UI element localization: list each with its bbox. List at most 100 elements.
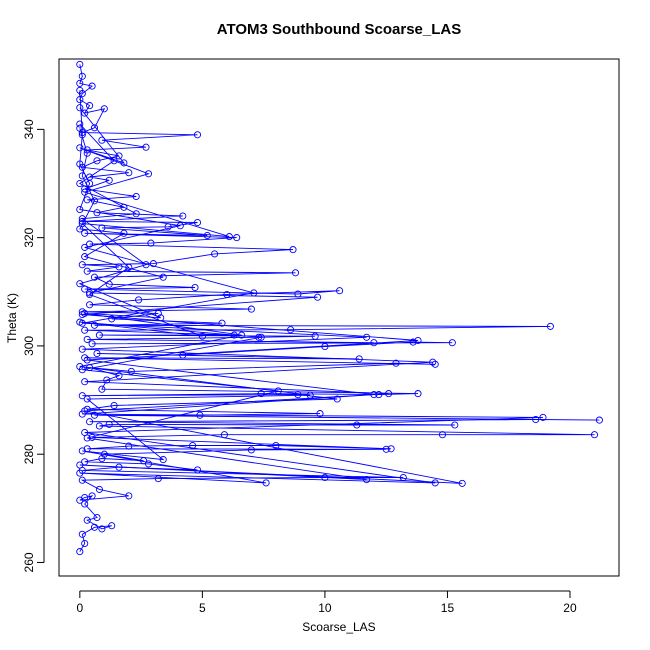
data-point [105,176,113,184]
y-tick-label: 260 [22,552,36,572]
data-point [387,445,395,453]
data-point [81,354,89,362]
data-point [78,220,86,228]
x-axis-ticks: 0 5 10 15 20 [76,591,577,615]
data-point [108,522,116,530]
data-point [90,197,99,205]
data-point [191,283,199,292]
data-point [95,485,103,493]
data-point [83,335,91,343]
data-point [414,336,422,345]
plot-frame [58,58,620,577]
data-point [86,290,94,299]
data-point [90,321,99,329]
data-point [211,250,219,258]
data-point [431,479,439,487]
data-point [98,136,106,144]
data-point [81,428,89,437]
data-point [546,322,554,330]
data-point [189,441,197,450]
data-point [78,319,86,327]
data-point [88,82,96,90]
data-point [149,260,157,268]
data-point [363,476,371,484]
data-point [76,496,84,504]
data-point [125,263,133,271]
data-point [81,378,89,386]
data-point [289,246,297,254]
data-point [385,390,393,398]
data-point [90,273,99,281]
data-point [451,421,459,429]
y-axis-ticks: 260 280 300 320 340 [22,119,44,572]
data-point [238,331,246,339]
data-point [157,314,165,322]
data-point [105,420,113,428]
data-point [193,131,202,139]
data-point [595,416,603,424]
data-point [314,293,322,301]
data-point [176,222,184,230]
data-point [76,104,84,112]
data-point [83,149,91,157]
data-point [179,351,187,359]
data-point [120,229,128,237]
data-point [83,356,91,364]
y-tick-label: 280 [22,444,36,464]
data-point [78,530,86,538]
data-point [355,355,363,363]
data-point [83,196,91,204]
data-point [147,239,155,247]
data-point [272,441,280,450]
data-point [90,411,99,419]
data-point [88,340,96,348]
data-point [78,410,86,418]
data-point [132,210,140,218]
data-point [81,229,89,237]
data-point [83,516,91,524]
x-axis-label: Scoarse_LAS [302,620,375,634]
data-point [81,539,89,548]
data-point [590,431,599,439]
data-point [93,157,101,165]
data-point [86,102,94,110]
data-point [247,446,255,454]
data-point [539,413,547,421]
data-point [409,338,417,346]
data-point [142,261,150,269]
data-point [98,525,106,533]
data-point [76,205,84,214]
data-point [336,287,344,295]
data-point [78,476,86,484]
data-point [132,192,140,201]
data-area [76,60,603,556]
data-point [86,179,94,188]
y-tick-label: 300 [22,336,36,356]
data-point [193,466,202,474]
data-point [458,479,466,487]
data-point [76,86,84,94]
data-point [179,212,187,220]
data-point [225,233,233,241]
data-point [392,359,400,367]
data-point [250,289,258,297]
data-point [306,391,314,399]
data-point [86,418,94,426]
data-point [95,422,103,430]
data-point [76,120,84,128]
data-point [135,296,143,304]
y-tick-label: 320 [22,227,36,247]
data-point [93,349,101,358]
data-point [76,362,84,371]
data-point [78,261,86,269]
data-point [142,143,150,151]
y-axis-label: Theta (K) [5,293,19,343]
data-point [438,431,447,439]
data-point [78,131,86,139]
data-point [98,454,106,463]
data-point [93,513,101,522]
data-point [98,385,106,393]
data-point [76,280,84,288]
x-tick-label: 5 [199,601,206,615]
